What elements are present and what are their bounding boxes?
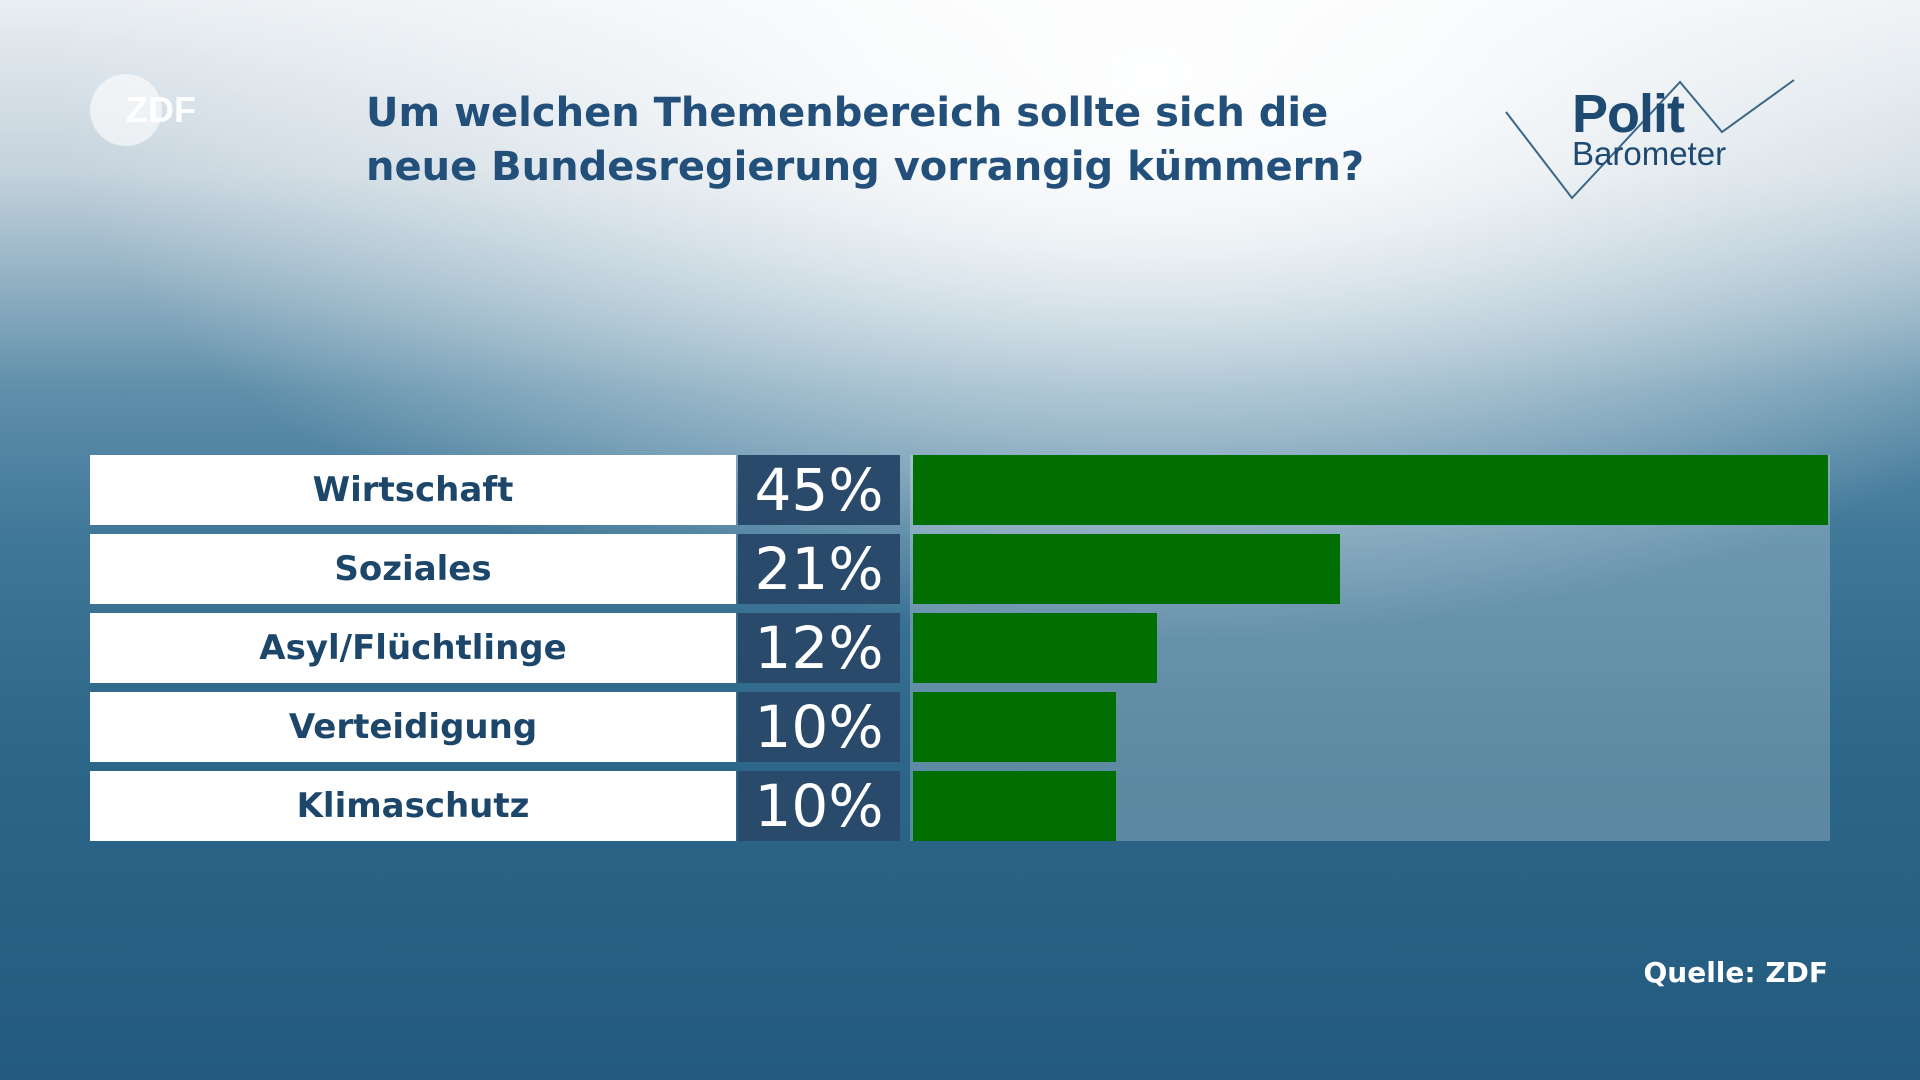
bar: [913, 534, 1340, 604]
bar-row: Wirtschaft 45%: [90, 455, 1830, 525]
chart-title: Um welchen Themenbereich sollte sich die…: [366, 90, 1365, 190]
bar: [913, 771, 1116, 841]
politbarometer-word-barometer: Barometer: [1572, 135, 1727, 172]
category-label: Soziales: [90, 534, 736, 604]
value-label: 45%: [738, 455, 900, 525]
politbarometer-logo: Polit Barometer: [1500, 76, 1800, 206]
source-note: Quelle: ZDF: [1643, 956, 1828, 989]
bar-row: Klimaschutz 10%: [90, 771, 1830, 841]
category-label: Klimaschutz: [90, 771, 736, 841]
bar-row: Verteidigung 10%: [90, 692, 1830, 762]
value-label: 10%: [738, 771, 900, 841]
bar-chart: Wirtschaft 45% Soziales 21% Asyl/Flüchtlinge…: [90, 455, 1830, 841]
value-label: 10%: [738, 692, 900, 762]
value-label: 21%: [738, 534, 900, 604]
bar-row: Soziales 21%: [90, 534, 1830, 604]
bar: [913, 613, 1157, 683]
bar-row: Asyl/Flüchtlinge 12%: [90, 613, 1830, 683]
zdf-logo: ZDF: [90, 74, 196, 146]
category-label: Asyl/Flüchtlinge: [90, 613, 736, 683]
category-label: Verteidigung: [90, 692, 736, 762]
bar: [913, 455, 1828, 525]
category-label: Wirtschaft: [90, 455, 736, 525]
politbarometer-word-polit: Polit: [1572, 84, 1685, 144]
zdf-logo-text: ZDF: [126, 89, 196, 130]
value-label: 12%: [738, 613, 900, 683]
bar: [913, 692, 1116, 762]
politbarometer-zigzag-icon: [1505, 79, 1795, 200]
